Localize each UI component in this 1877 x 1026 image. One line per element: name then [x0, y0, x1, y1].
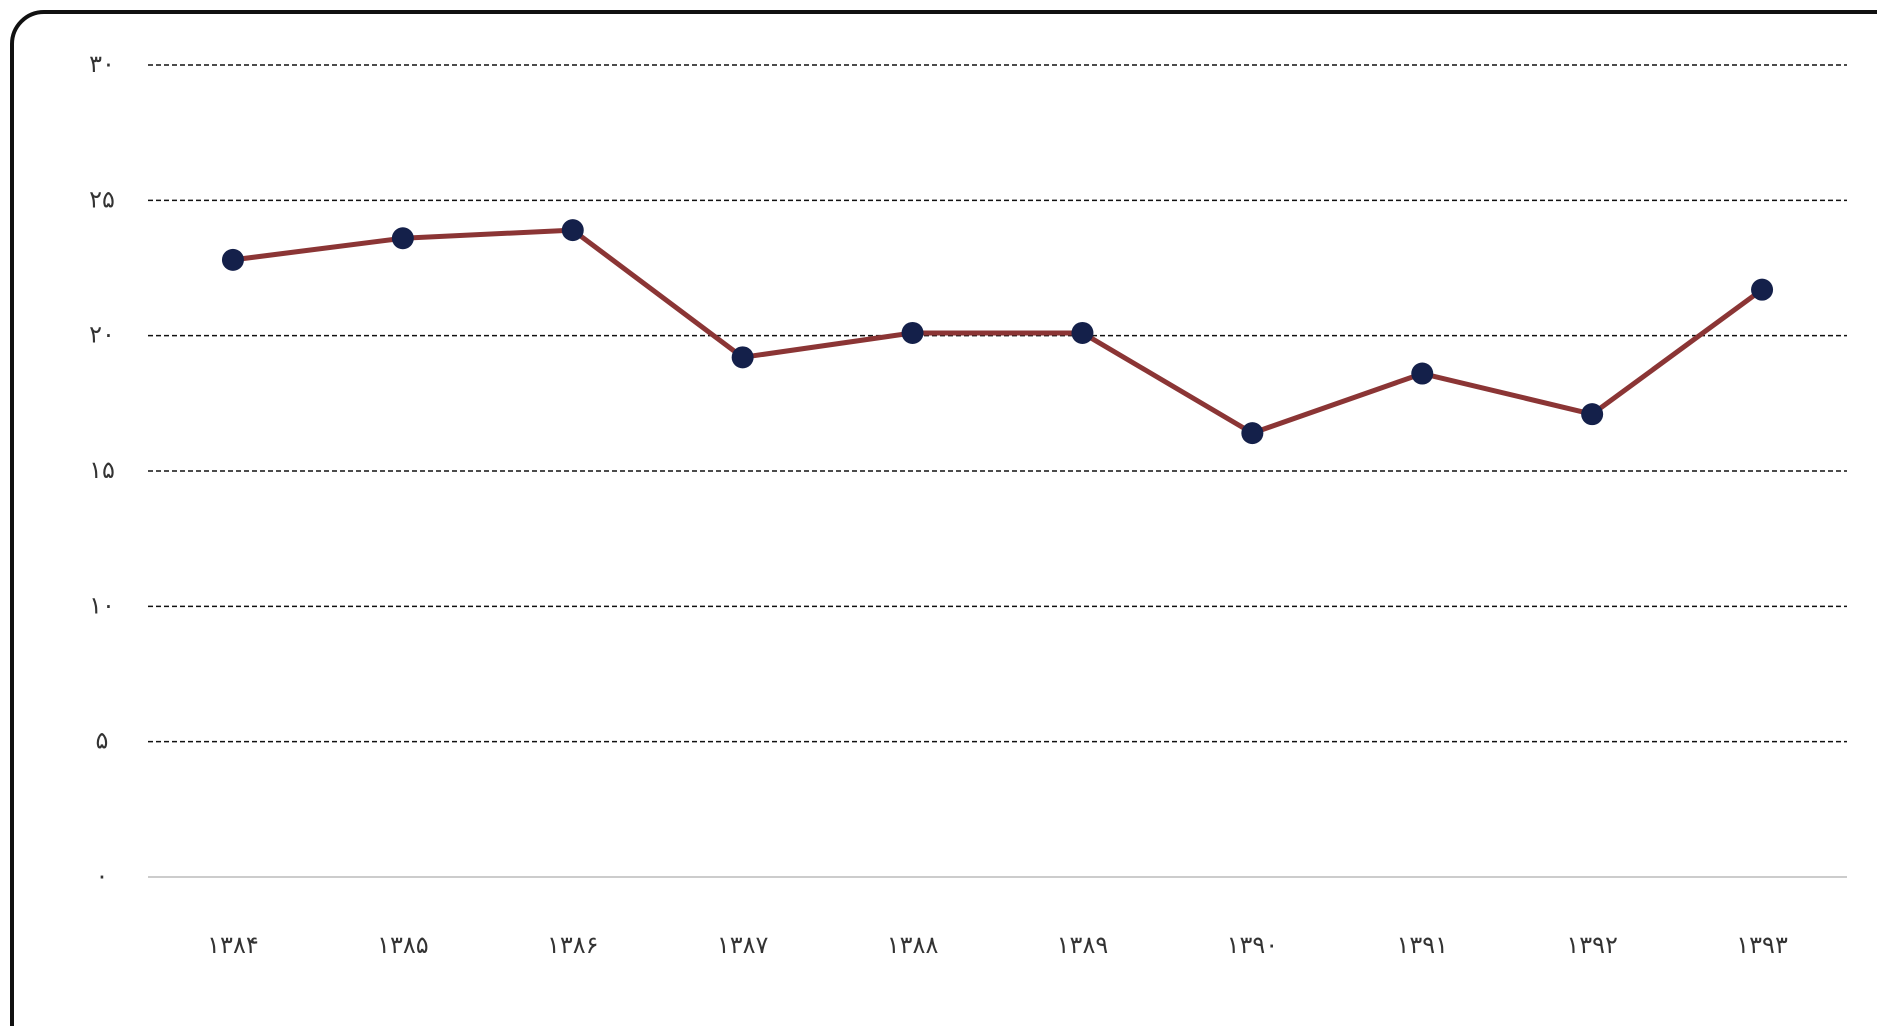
data-point: [1411, 362, 1434, 385]
data-point: [391, 227, 414, 250]
x-tick-label: ۱۳۸۶: [547, 931, 599, 959]
data-point: [221, 248, 244, 271]
data-point: [731, 346, 754, 369]
y-tick-label: ۲۵: [89, 185, 115, 213]
data-point: [1241, 422, 1264, 445]
x-tick-label: ۱۳۸۹: [1057, 931, 1109, 959]
data-line: [232, 227, 1764, 436]
data-point: [561, 219, 584, 242]
data-point: [1751, 278, 1774, 301]
x-tick-label: ۱۳۹۱: [1396, 931, 1448, 959]
y-tick-label: ۳۰: [89, 50, 115, 78]
x-tick-label: ۱۳۹۰: [1227, 931, 1279, 959]
x-tick-label: ۱۳۸۷: [717, 931, 769, 959]
data-point: [1581, 403, 1604, 426]
x-tick-label: ۱۳۹۲: [1566, 931, 1618, 959]
y-tick-label: ۰: [96, 862, 109, 890]
x-tick-label: ۱۳۹۳: [1736, 931, 1788, 959]
data-point: [1071, 321, 1094, 344]
y-tick-label: ۲۰: [89, 321, 115, 349]
x-tick-label: ۱۳۸۵: [377, 931, 429, 959]
x-tick-label: ۱۳۸۸: [887, 931, 939, 959]
chart-frame: [10, 10, 1877, 1026]
y-tick-label: ۵: [96, 727, 109, 755]
x-tick-label: ۱۳۸۴: [207, 931, 259, 959]
y-tick-label: ۱۵: [89, 456, 115, 484]
data-point: [901, 321, 924, 344]
y-tick-label: ۱۰: [89, 591, 115, 619]
